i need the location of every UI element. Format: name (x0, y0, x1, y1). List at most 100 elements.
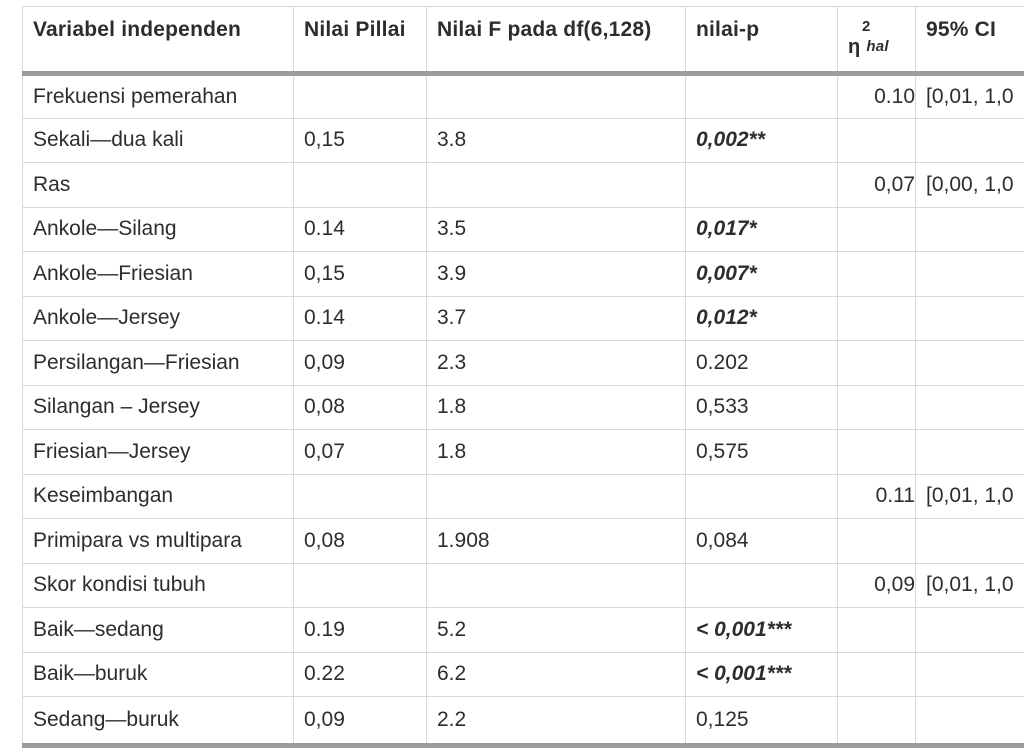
ci-cell: [0,01, 1,0 (915, 73, 1024, 119)
f-cell: 3.5 (426, 206, 686, 252)
ci-cell: [0,01, 1,0 (915, 473, 1024, 519)
f-cell (426, 473, 686, 519)
eta-cell (837, 696, 916, 748)
pillai-cell: 0,07 (293, 429, 427, 475)
p-cell: < 0,001*** (685, 651, 838, 697)
eta-cell (837, 251, 916, 297)
f-cell: 1.8 (426, 429, 686, 475)
column-header-eta: 2 η hal (837, 6, 916, 76)
table-row: Friesian—Jersey 0,07 1.8 0,575 (22, 429, 1024, 475)
eta-cell (837, 340, 916, 386)
f-cell: 3.7 (426, 295, 686, 341)
eta-cell: 0,07 (837, 162, 916, 208)
column-header-pillai: Nilai Pillai (293, 6, 427, 76)
eta-cell (837, 518, 916, 564)
pillai-cell: 0,15 (293, 251, 427, 297)
pillai-cell (293, 562, 427, 608)
pillai-cell: 0.14 (293, 295, 427, 341)
ci-cell (915, 117, 1024, 163)
f-cell: 2.3 (426, 340, 686, 386)
f-cell: 3.9 (426, 251, 686, 297)
table-header: Variabel independen Nilai Pillai Nilai F… (22, 6, 1024, 76)
ci-cell (915, 251, 1024, 297)
table-row: Ankole—Friesian 0,15 3.9 0,007* (22, 251, 1024, 297)
eta-cell: 0.10 (837, 73, 916, 119)
p-cell: 0,007* (685, 251, 838, 297)
pillai-cell: 0,09 (293, 340, 427, 386)
eta-cell: 0.11 (837, 473, 916, 519)
p-cell: 0,533 (685, 384, 838, 430)
ci-cell: [0,01, 1,0 (915, 562, 1024, 608)
f-cell: 5.2 (426, 607, 686, 653)
ci-cell (915, 340, 1024, 386)
f-cell: 1.908 (426, 518, 686, 564)
variable-cell: Baik—buruk (22, 651, 294, 697)
pillai-cell: 0.22 (293, 651, 427, 697)
ci-cell (915, 518, 1024, 564)
f-cell (426, 162, 686, 208)
results-table: Variabel independen Nilai Pillai Nilai F… (22, 6, 1024, 748)
pillai-cell: 0,08 (293, 384, 427, 430)
column-header-ci: 95% CI (915, 6, 1024, 76)
variable-cell: Ankole—Friesian (22, 251, 294, 297)
eta-symbol-line: η hal (848, 36, 915, 58)
f-cell: 3.8 (426, 117, 686, 163)
table-row: Ras 0,07 [0,00, 1,0 (22, 162, 1024, 208)
p-cell: < 0,001*** (685, 607, 838, 653)
variable-cell: Baik—sedang (22, 607, 294, 653)
variable-cell: Keseimbangan (22, 473, 294, 519)
ci-cell (915, 295, 1024, 341)
variable-cell: Sekali—dua kali (22, 117, 294, 163)
pillai-cell (293, 162, 427, 208)
eta-symbol: η (848, 36, 861, 58)
p-cell: 0.202 (685, 340, 838, 386)
eta-subscript: hal (866, 38, 889, 55)
column-header-variable: Variabel independen (22, 6, 294, 76)
eta-superscript: 2 (862, 18, 871, 35)
ci-cell (915, 607, 1024, 653)
column-header-f: Nilai F pada df(6,128) (426, 6, 686, 76)
p-cell (685, 73, 838, 119)
f-cell: 2.2 (426, 696, 686, 748)
variable-cell: Silangan – Jersey (22, 384, 294, 430)
eta-cell (837, 607, 916, 653)
eta-cell (837, 117, 916, 163)
ci-cell: [0,00, 1,0 (915, 162, 1024, 208)
ci-cell (915, 429, 1024, 475)
table-row: Skor kondisi tubuh 0,09 [0,01, 1,0 (22, 562, 1024, 608)
table-row: Baik—sedang 0.19 5.2 < 0,001*** (22, 607, 1024, 653)
table-row: Primipara vs multipara 0,08 1.908 0,084 (22, 518, 1024, 564)
variable-cell: Frekuensi pemerahan (22, 73, 294, 119)
pillai-cell: 0.19 (293, 607, 427, 653)
p-cell (685, 162, 838, 208)
f-cell: 6.2 (426, 651, 686, 697)
column-header-p: nilai-p (685, 6, 838, 76)
f-cell (426, 562, 686, 608)
p-cell: 0,575 (685, 429, 838, 475)
eta-cell (837, 384, 916, 430)
p-cell: 0,125 (685, 696, 838, 748)
eta-cell (837, 206, 916, 252)
table-row: Frekuensi pemerahan 0.10 [0,01, 1,0 (22, 73, 1024, 119)
table-row: Sekali—dua kali 0,15 3.8 0,002** (22, 117, 1024, 163)
ci-cell (915, 384, 1024, 430)
p-cell (685, 562, 838, 608)
header-row: Variabel independen Nilai Pillai Nilai F… (22, 6, 1024, 76)
eta-cell: 0,09 (837, 562, 916, 608)
f-cell: 1.8 (426, 384, 686, 430)
pillai-cell: 0,15 (293, 117, 427, 163)
pillai-cell (293, 73, 427, 119)
eta-cell (837, 651, 916, 697)
eta-cell (837, 429, 916, 475)
pillai-cell: 0.14 (293, 206, 427, 252)
table-row: Silangan – Jersey 0,08 1.8 0,533 (22, 384, 1024, 430)
variable-cell: Ankole—Silang (22, 206, 294, 252)
p-cell: 0,084 (685, 518, 838, 564)
table-row: Sedang—buruk 0,09 2.2 0,125 (22, 696, 1024, 748)
table-row: Ankole—Silang 0.14 3.5 0,017* (22, 206, 1024, 252)
ci-cell (915, 696, 1024, 748)
variable-cell: Friesian—Jersey (22, 429, 294, 475)
table-row: Keseimbangan 0.11 [0,01, 1,0 (22, 473, 1024, 519)
p-cell: 0,002** (685, 117, 838, 163)
